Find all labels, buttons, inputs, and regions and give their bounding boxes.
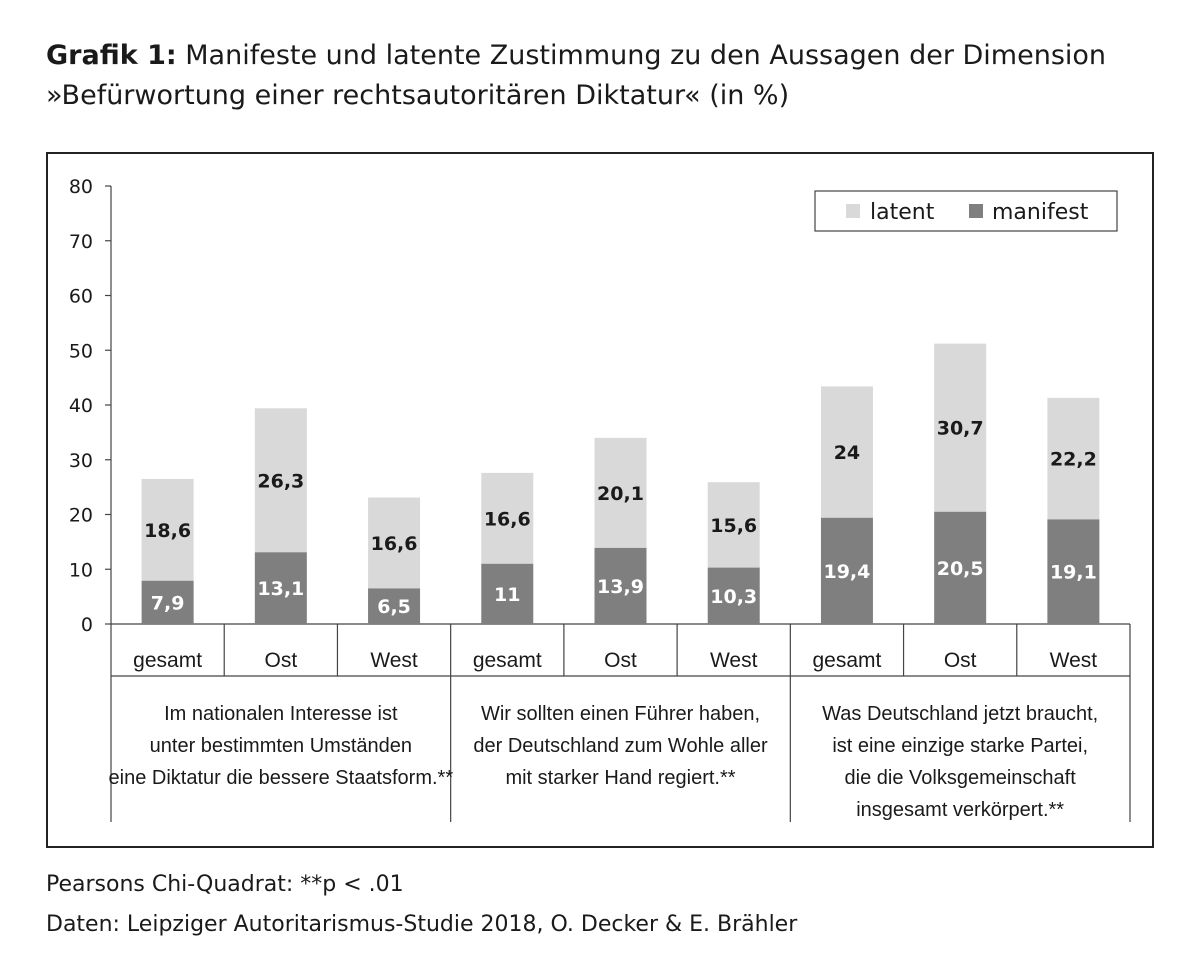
group-label-line: unter bestimmten Umständen <box>150 735 412 757</box>
group-label-line: Was Deutschland jetzt braucht, <box>822 703 1098 725</box>
title-prefix: Grafik 1: <box>46 40 177 71</box>
data-label-manifest: 7,9 <box>151 592 185 614</box>
chart-title: Grafik 1: Manifeste und latente Zustimmu… <box>46 36 1166 116</box>
x-tick-label: gesamt <box>813 649 882 672</box>
data-label-manifest: 19,4 <box>823 561 870 583</box>
group-label-line: Im nationalen Interesse ist <box>164 703 398 725</box>
bar-manifest <box>141 580 194 624</box>
data-label-latent: 16,6 <box>371 533 418 555</box>
data-label-latent: 15,6 <box>710 515 757 537</box>
bar-latent <box>1047 397 1100 520</box>
title-line1: Manifeste und latente Zustimmung zu den … <box>185 40 1107 71</box>
data-label-latent: 26,3 <box>257 470 304 492</box>
data-label-manifest: 11 <box>494 584 520 606</box>
data-label-manifest: 10,3 <box>710 586 757 608</box>
x-tick-label: West <box>710 649 758 672</box>
y-tick-label: 60 <box>69 286 93 308</box>
x-tick-label: gesamt <box>133 649 202 672</box>
data-label-manifest: 19,1 <box>1050 562 1097 584</box>
y-tick-label: 40 <box>69 395 93 417</box>
x-tick-label: West <box>1050 649 1098 672</box>
bar-manifest <box>368 588 421 624</box>
x-tick-label: Ost <box>264 649 297 672</box>
bar-latent <box>368 497 421 589</box>
x-tick-label: gesamt <box>473 649 542 672</box>
data-label-latent: 24 <box>834 442 860 464</box>
bar-manifest <box>254 552 307 624</box>
data-label-manifest: 13,1 <box>257 578 304 600</box>
data-label-latent: 20,1 <box>597 483 644 505</box>
bar-manifest <box>1047 519 1100 624</box>
data-label-manifest: 20,5 <box>937 558 984 580</box>
group-label-line: ist eine einzige starke Partei, <box>832 735 1088 757</box>
y-tick-label: 20 <box>69 505 93 527</box>
group-label-line: eine Diktatur die bessere Staatsform.** <box>109 767 454 789</box>
bar-manifest <box>934 511 987 624</box>
bar-manifest <box>481 563 534 624</box>
y-tick-label: 10 <box>69 559 93 581</box>
x-tick-label: Ost <box>604 649 637 672</box>
bar-manifest <box>820 517 873 624</box>
legend-label-latent: latent <box>870 200 935 225</box>
legend-label-manifest: manifest <box>992 200 1089 225</box>
data-label-latent: 16,6 <box>484 508 531 530</box>
title-line2: »Befürwortung einer rechtsautoritären Di… <box>46 80 790 111</box>
bar-latent <box>707 482 760 568</box>
chart-frame <box>46 152 1154 848</box>
data-label-manifest: 13,9 <box>597 576 644 598</box>
bar-latent <box>594 437 647 548</box>
y-tick-label: 30 <box>69 450 93 472</box>
bar-latent <box>141 478 194 581</box>
legend-swatch-latent <box>846 204 860 218</box>
bar-latent <box>934 343 987 512</box>
group-label-line: der Deutschland zum Wohle aller <box>473 735 768 757</box>
group-label-line: insgesamt verkörpert.** <box>856 799 1064 821</box>
bar-latent <box>254 408 307 553</box>
y-tick-label: 80 <box>69 176 93 198</box>
footnote-significance: Pearsons Chi-Quadrat: **p < .01 <box>46 872 404 897</box>
footnote-source: Daten: Leipziger Autoritarismus-Studie 2… <box>46 912 798 937</box>
data-label-latent: 30,7 <box>937 418 984 440</box>
x-tick-label: Ost <box>944 649 977 672</box>
group-label-line: Wir sollten einen Führer haben, <box>481 703 760 725</box>
bar-manifest <box>707 567 760 624</box>
y-tick-label: 0 <box>81 614 93 636</box>
data-label-latent: 22,2 <box>1050 449 1097 471</box>
data-label-manifest: 6,5 <box>377 596 411 618</box>
bar-manifest <box>594 547 647 624</box>
y-tick-label: 70 <box>69 231 93 253</box>
legend-box <box>814 190 1118 232</box>
group-label-line: die die Volksgemeinschaft <box>845 767 1077 789</box>
bar-latent <box>820 386 873 518</box>
group-label-line: mit starker Hand regiert.** <box>505 767 735 789</box>
legend-swatch-manifest <box>969 204 983 218</box>
data-label-latent: 18,6 <box>144 520 191 542</box>
y-tick-label: 50 <box>69 340 93 362</box>
bar-latent <box>481 472 534 564</box>
x-tick-label: West <box>370 649 418 672</box>
